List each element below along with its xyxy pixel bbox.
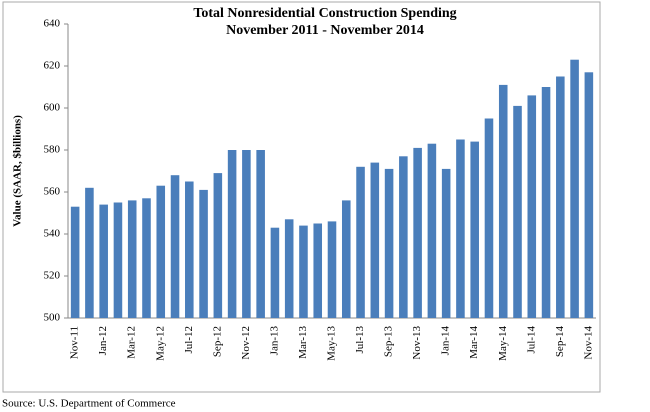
x-tick-label: Mar-12 [126, 326, 138, 359]
x-tick-label: Sep-12 [211, 326, 223, 357]
x-tick-label: Nov-12 [240, 326, 252, 360]
bar [341, 200, 351, 318]
y-axis-label: Value (SAAR, $billions) [12, 115, 24, 227]
bar [270, 227, 280, 318]
y-tick-label: 520 [44, 270, 61, 282]
x-tick-label: Jul-12 [183, 326, 195, 354]
bar [556, 76, 565, 318]
bar [456, 139, 465, 318]
bar [70, 206, 80, 318]
bar [498, 84, 508, 319]
y-tick-label: 600 [44, 102, 61, 114]
bar [527, 95, 537, 319]
chart-subtitle: November 2011 - November 2014 [226, 23, 424, 38]
bar [284, 219, 294, 318]
source-note: Source: U.S. Department of Commerce [2, 398, 176, 410]
bar [156, 185, 166, 318]
bar [127, 200, 137, 318]
bar [313, 223, 323, 318]
bar [213, 173, 223, 318]
bar [399, 156, 408, 318]
x-tick-label: May-14 [497, 326, 509, 361]
x-tick-label: May-13 [326, 326, 338, 361]
y-tick-label: 560 [44, 186, 61, 198]
x-tick-label: Jul-13 [354, 326, 366, 354]
bar [356, 166, 365, 318]
bar [541, 87, 551, 318]
bar [299, 225, 308, 318]
bar [513, 105, 522, 319]
bar [185, 181, 194, 318]
y-tick-label: 640 [44, 18, 61, 30]
bar [199, 189, 208, 318]
y-tick-label: 580 [44, 144, 61, 156]
bar [227, 150, 237, 318]
bar [570, 59, 579, 318]
x-tick-label: Jan-12 [97, 326, 109, 355]
x-tick-label: Jan-14 [440, 326, 452, 356]
bar [242, 150, 251, 318]
bar [85, 187, 94, 318]
x-tick-label: Jul-14 [525, 326, 537, 354]
bar [584, 72, 594, 318]
x-tick-label: Nov-13 [411, 326, 423, 360]
bar [384, 168, 394, 318]
bar [142, 198, 151, 318]
x-tick-label: May-12 [154, 326, 166, 361]
bar [370, 162, 380, 318]
chart-title: Total Nonresidential Construction Spendi… [193, 6, 456, 21]
y-tick-label: 540 [44, 228, 61, 240]
x-tick-label: Sep-14 [554, 326, 566, 358]
chart-border [2, 1, 601, 393]
bar [441, 168, 451, 318]
bar [484, 118, 494, 318]
x-tick-label: Nov-11 [69, 326, 81, 359]
bar [470, 141, 479, 318]
bar [327, 221, 337, 318]
x-tick-label: Sep-13 [383, 326, 395, 358]
bar [99, 204, 108, 318]
x-tick-label: Jan-13 [268, 326, 280, 356]
y-tick-label: 620 [44, 60, 61, 72]
x-tick-label: Mar-14 [468, 326, 480, 359]
x-tick-label: Mar-13 [297, 326, 309, 359]
bar [427, 143, 437, 318]
y-tick-label: 500 [44, 312, 61, 324]
bar [113, 202, 123, 318]
bar [413, 147, 422, 318]
bar [256, 150, 265, 318]
x-tick-label: Nov-14 [582, 326, 594, 360]
bar [170, 175, 180, 318]
